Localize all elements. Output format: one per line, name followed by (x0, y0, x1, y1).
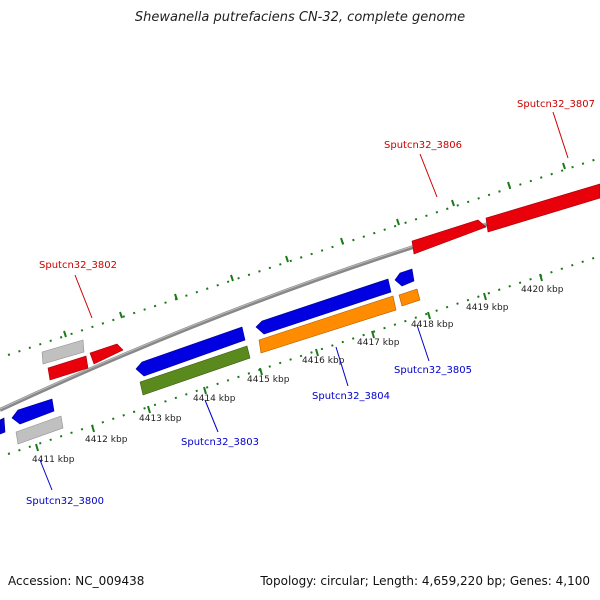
accession-text: Accession: NC_009438 (8, 574, 145, 588)
scale-label-4412: 4412 kbp (85, 435, 128, 445)
gene-label-sputcn32-3805[interactable]: Sputcn32_3805 (394, 365, 472, 376)
blue-gene-sputcn32-3805[interactable] (394, 268, 415, 287)
leader-3800 (39, 459, 53, 491)
gene-labels: Sputcn32_3800 Sputcn32_3802 Sputcn32_380… (26, 99, 595, 507)
label-leaders (39, 111, 569, 491)
orange-gene-sputcn32-3805[interactable] (398, 288, 421, 307)
gene-label-sputcn32-3807[interactable]: Sputcn32_3807 (517, 99, 595, 110)
gene-label-sputcn32-3803[interactable]: Sputcn32_3803 (181, 437, 259, 448)
forward-major-ticks (63, 162, 566, 338)
scale-label-4415: 4415 kbp (247, 375, 290, 385)
blue-gene-sputcn32-3800-upper[interactable] (11, 398, 55, 425)
blue-gene-long-middle[interactable] (255, 278, 392, 335)
blue-gene-edge-left[interactable] (0, 417, 6, 435)
red-gene-sputcn32-3802[interactable] (89, 343, 124, 365)
scale-labels: 4411 kbp 4412 kbp 4413 kbp 4414 kbp 4415… (32, 285, 564, 465)
gray-gene-sputcn32-3800[interactable] (15, 415, 64, 445)
green-gene-sputcn32-3803[interactable] (139, 345, 251, 396)
scale-label-4411: 4411 kbp (32, 455, 75, 465)
blue-gene-long-left[interactable] (135, 326, 246, 377)
scale-label-4414: 4414 kbp (193, 394, 236, 404)
scale-label-4418: 4418 kbp (411, 320, 454, 330)
leader-3804 (335, 346, 349, 387)
gene-label-sputcn32-3800[interactable]: Sputcn32_3800 (26, 496, 104, 507)
scale-label-4420: 4420 kbp (521, 285, 564, 295)
gene-label-sputcn32-3806[interactable]: Sputcn32_3806 (384, 140, 462, 151)
gene-label-sputcn32-3802[interactable]: Sputcn32_3802 (39, 260, 117, 271)
reverse-major-ticks (35, 273, 543, 452)
gray-gene-forward[interactable] (41, 339, 85, 365)
scale-label-4413: 4413 kbp (139, 414, 182, 424)
scale-label-4416: 4416 kbp (302, 356, 345, 366)
forward-strand-genes (41, 183, 600, 381)
leader-3803 (204, 399, 219, 433)
red-gene-sputcn32-3806[interactable] (411, 219, 487, 255)
scale-label-4419: 4419 kbp (466, 303, 509, 313)
genome-summary-text: Topology: circular; Length: 4,659,220 bp… (260, 574, 590, 588)
leader-3802 (74, 274, 93, 319)
red-gene-small-left[interactable] (47, 355, 89, 381)
orange-gene-sputcn32-3804[interactable] (258, 295, 397, 354)
reverse-strand-genes (0, 268, 421, 445)
scale-label-4417: 4417 kbp (357, 338, 400, 348)
leader-3807 (552, 111, 569, 159)
red-gene-sputcn32-3807[interactable] (485, 183, 600, 233)
leader-3806 (419, 153, 438, 198)
gene-label-sputcn32-3804[interactable]: Sputcn32_3804 (312, 391, 390, 402)
map-title: Shewanella putrefaciens CN-32, complete … (134, 10, 466, 25)
leader-3805 (416, 324, 430, 362)
